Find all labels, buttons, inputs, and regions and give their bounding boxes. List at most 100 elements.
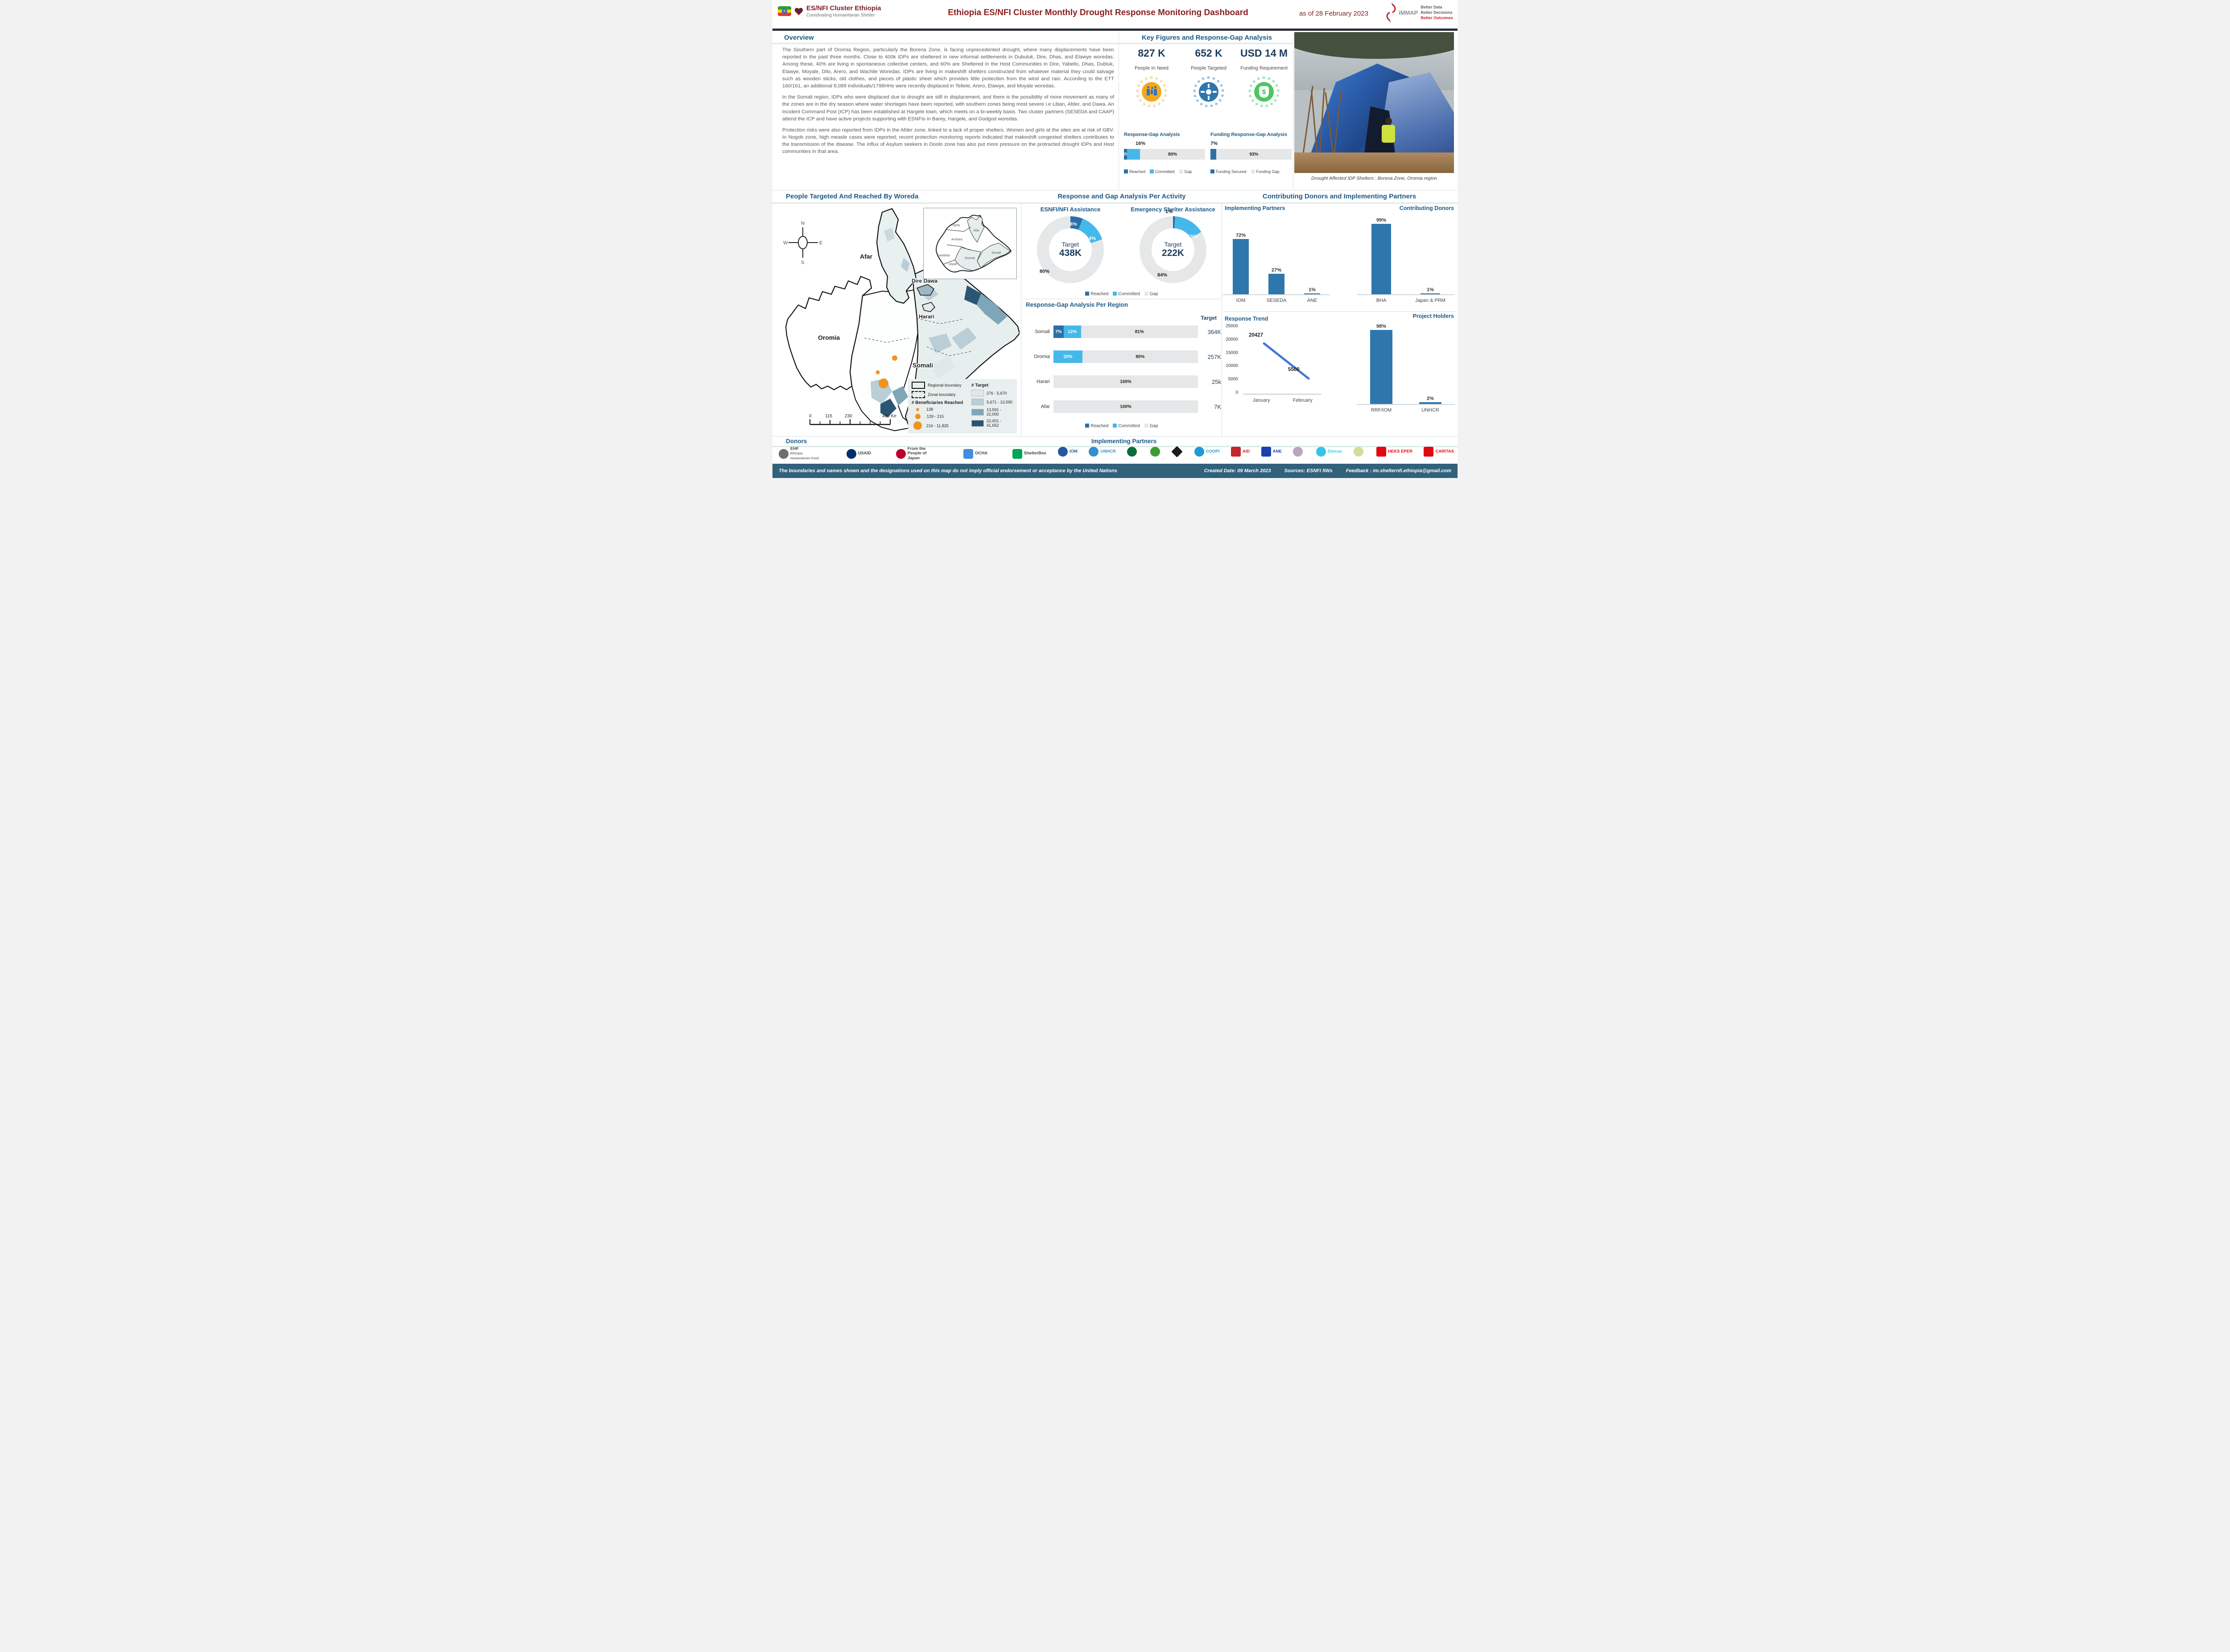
logo-partner-5 — [1171, 446, 1183, 457]
map-section-title: People Targeted And Reached By Woreda — [786, 193, 919, 200]
gap-segment: 80% — [1140, 149, 1205, 160]
overview-paragraph-3: Protection risks were also reported from… — [782, 127, 1114, 155]
people-targeted-value: 652 K — [1195, 47, 1222, 59]
region-bar: 20% 80% — [1053, 350, 1198, 363]
ytick: 0 — [1235, 390, 1238, 395]
people-targeted-label: People Targeted — [1191, 66, 1226, 71]
photo-ground — [1294, 152, 1454, 173]
map-region-west — [785, 276, 872, 391]
immap-line-1: Better Data — [1421, 4, 1442, 9]
donut2-center-value: 222K — [1161, 248, 1185, 258]
logo-coopi: COOPI — [1194, 447, 1219, 457]
inset-label-afar: Afar — [974, 229, 980, 232]
bar-unhcr — [1419, 402, 1441, 404]
committed-segment — [1127, 149, 1140, 160]
logo-partner-9 — [1293, 447, 1305, 457]
funding-secured-segment — [1210, 149, 1216, 160]
legend-regional-boundary: Regional boundary — [928, 383, 962, 387]
scale-230: 230 — [845, 414, 852, 419]
people-in-need-value: 827 K — [1138, 47, 1165, 59]
bar-ane — [1304, 293, 1320, 294]
trend-plot: 20427 5500 — [1241, 324, 1323, 395]
beneficiaries-dot — [875, 370, 880, 375]
bar-seseda — [1268, 273, 1284, 294]
trend-x-axis: January February — [1241, 398, 1323, 403]
reached-segment: 4% — [1124, 149, 1127, 160]
region-target: 25k — [1212, 378, 1221, 385]
overview-paragraph-1: The Southern part of Oromia Region, part… — [782, 47, 1114, 89]
legend-ben-class-2: 139 - 215 — [927, 414, 944, 419]
funding-gap-bar: 93% — [1210, 149, 1292, 160]
legend-target-title: # Target — [971, 383, 989, 388]
bar-japan-prm — [1421, 293, 1440, 294]
donut-emergency-shelter: Emergency Shelter Assistance Target 222K… — [1128, 206, 1218, 283]
woreda-patch — [977, 293, 1007, 325]
scale-115: 115 — [825, 414, 832, 419]
feedback-email[interactable]: Feedback : im.shelternfi.ethiopia@gmail.… — [1346, 468, 1451, 474]
woreda-patch — [901, 258, 910, 272]
key-figure-people-targeted: 652 K People Targeted — [1180, 47, 1237, 107]
inset-label-gambela: Gambela — [937, 254, 950, 257]
beneficiaries-dot — [892, 355, 897, 361]
divider — [772, 43, 1293, 44]
response-gap-callout: 16% — [1136, 141, 1146, 146]
region-label: Afar — [1041, 404, 1050, 409]
trend-title: Response Trend — [1225, 316, 1268, 322]
immap-line-3: Better Outcomes — [1421, 16, 1453, 21]
inset-ethiopia-map: Tigray Afar Amhara Oromia Somali SNNP Ga… — [923, 208, 1017, 279]
bar-cat-label: Japan & PRM — [1415, 298, 1445, 303]
response-gap-legend: Reached Committed Gap — [1124, 169, 1205, 174]
map-region-afar — [876, 208, 917, 304]
photo-idp-shelter — [1294, 32, 1454, 173]
logo-partner-11 — [1353, 447, 1365, 457]
bar-value: 99% — [1376, 218, 1387, 223]
partner-logos-row: IOM UNHCR COOPI AID ANE Dorcas HEKS EPER… — [1058, 446, 1454, 457]
logo-partner-4 — [1150, 447, 1162, 457]
region-label: Oromia — [1033, 354, 1050, 359]
header-branding: ★ ES/NFI Cluster Ethiopia Coordinating H… — [778, 4, 881, 18]
inset-label-somali: Somali — [991, 251, 1001, 255]
map-region-dire-dawa — [916, 284, 935, 296]
map-people-targeted-reached: Afar Dire Dawa Harari Oromia Somali N E … — [775, 204, 1020, 436]
logo-caritas: CARITAS — [1424, 447, 1454, 457]
woreda-patch — [892, 386, 908, 406]
immap-line-2: Better Decisions — [1421, 10, 1453, 15]
inset-label-amhara: Amhara — [951, 238, 962, 241]
woreda-patch — [880, 399, 896, 417]
region-bar: 7% 12% 81% — [1053, 325, 1198, 338]
bar-value: 98% — [1376, 324, 1387, 329]
donor-logos-row: EHF Ethiopia Humanitarian Fund USAID From… — [779, 446, 1046, 461]
trend-point-label-january: 20427 — [1249, 333, 1263, 338]
region-row-oromia: Oromia 20% 80% 257K — [1022, 350, 1221, 363]
implementing-partners-chart: 72% 27% 1% IOM SESEDA ANE — [1223, 218, 1330, 303]
bottom-bar: The boundaries and names shown and the d… — [772, 464, 1458, 478]
funding-gap-chart: Funding Response-Gap Analysis 7% 93% Fun… — [1210, 132, 1292, 174]
logo-japan: From the People of Japan — [896, 446, 939, 461]
immap-logo: iMMAP Better Data Better Decisions Bette… — [1386, 3, 1453, 22]
map-disclaimer: The boundaries and names shown and the d… — [779, 468, 1117, 474]
header-divider-bar — [772, 29, 1458, 31]
divider — [772, 202, 1458, 204]
region-label: Harari — [1037, 379, 1050, 384]
region-target-header: Target — [1201, 315, 1217, 321]
ytick: 20000 — [1226, 337, 1238, 342]
inset-label-tigray: Tigray — [951, 224, 960, 227]
donut2-reached-tick — [1173, 216, 1174, 222]
bar-value: 27% — [1271, 267, 1282, 273]
photo-person-vest — [1382, 125, 1395, 143]
donut2-reached-label: 1% — [1165, 209, 1173, 214]
scale-0: 0 — [809, 414, 812, 419]
donut1-center-label: Target — [1061, 241, 1079, 248]
bar-cat-label: SESEDA — [1266, 298, 1287, 303]
committed-segment: 12% — [1063, 325, 1081, 338]
logo-dorcas: Dorcas — [1316, 447, 1342, 457]
region-target: 364K — [1207, 328, 1221, 335]
legend-target-class-1: 276 - 5,670 — [987, 391, 1007, 395]
immap-name: iMMAP — [1399, 9, 1418, 16]
legend-target-class-4: 22,001 - 41,652 — [987, 419, 1002, 428]
page-title: Ethiopia ES/NFI Cluster Monthly Drought … — [948, 8, 1248, 17]
cd-chart-title: Contributing Donors — [1399, 205, 1454, 211]
money-bag-icon: $ — [1248, 76, 1280, 107]
donut1-reached-label: 6% — [1070, 222, 1077, 227]
funding-label: Funding Requirement — [1240, 66, 1288, 71]
